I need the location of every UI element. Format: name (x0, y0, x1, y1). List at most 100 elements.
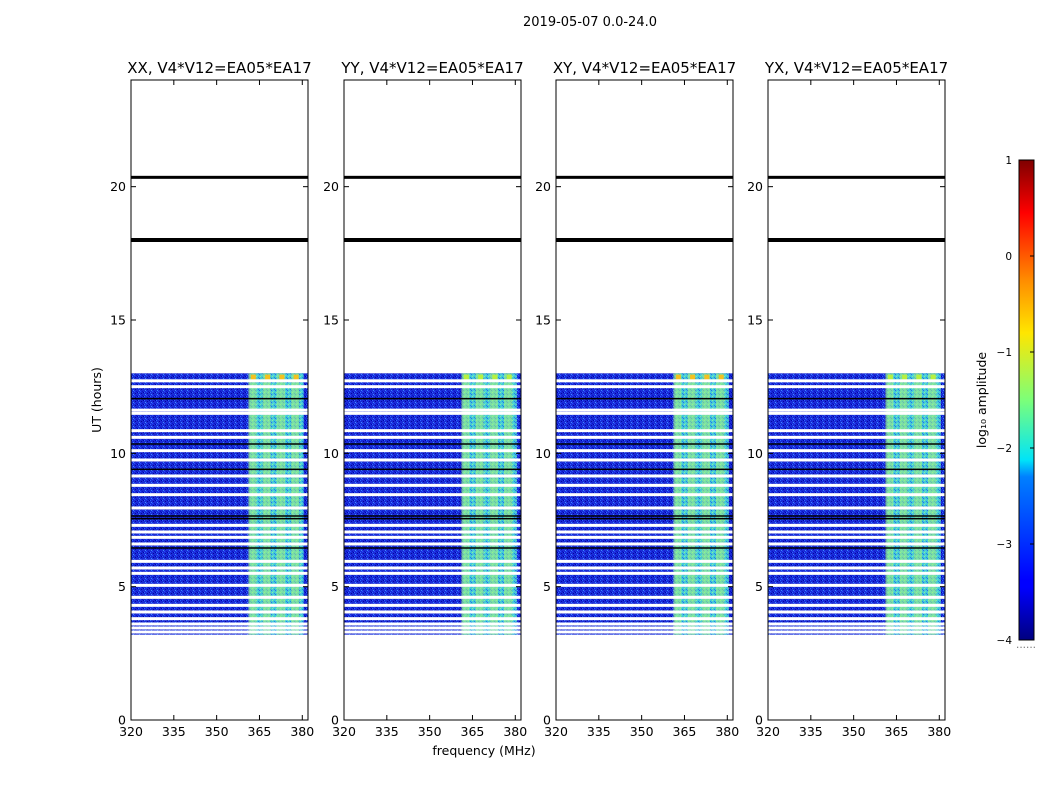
x-tick-label: 335 (587, 724, 611, 739)
colorbar-tick-label: 1 (1005, 155, 1012, 167)
x-tick-label: 380 (290, 724, 314, 739)
y-tick-label: 15 (535, 313, 551, 328)
black-line (556, 397, 733, 400)
white-gap (768, 474, 945, 478)
bright-channel (248, 373, 257, 635)
panel-frame (555, 79, 734, 721)
x-tick-label: 380 (503, 724, 527, 739)
white-gap (556, 535, 733, 539)
white-gap (131, 435, 308, 439)
panel-frame (130, 79, 309, 721)
panel-frame (343, 79, 522, 721)
hot-pixel (506, 374, 512, 380)
black-line (556, 515, 733, 517)
white-gap (768, 571, 945, 575)
white-gap (768, 408, 945, 412)
white-gap (556, 630, 733, 634)
black-line (344, 517, 521, 520)
black-line (556, 238, 733, 242)
white-gap (556, 506, 733, 510)
black-line (768, 515, 945, 517)
hot-pixel (902, 374, 908, 380)
bright-channel (475, 373, 484, 635)
white-gap (768, 626, 945, 630)
white-gap (344, 617, 521, 621)
black-line (768, 238, 945, 242)
y-axis-label: UT (hours) (89, 367, 104, 433)
x-tick-label: 320 (332, 724, 356, 739)
x-tick-label: 365 (885, 724, 909, 739)
white-gap (131, 617, 308, 621)
white-gap (768, 506, 945, 510)
white-gap (556, 474, 733, 478)
white-gap (131, 583, 308, 587)
panel-3: YX, V4*V12=EA05*EA17 320 335 350 365 380 0 5 10 1… (747, 59, 951, 739)
black-line (556, 517, 733, 520)
white-gap (131, 506, 308, 510)
bright-channel (701, 373, 710, 635)
x-tick-label: 320 (119, 724, 143, 739)
white-gap (131, 523, 308, 527)
white-gap (131, 411, 308, 415)
bright-channel (885, 373, 894, 635)
y-tick-label: 20 (535, 179, 551, 194)
y-tick-label: 5 (543, 579, 551, 594)
colorbar-label: log₁₀ amplitude (974, 352, 989, 449)
black-line (131, 443, 308, 445)
x-tick-label: 320 (544, 724, 568, 739)
white-gap (131, 542, 308, 546)
white-gap (131, 449, 308, 453)
y-tick-label: 20 (110, 179, 126, 194)
white-gap (131, 493, 308, 497)
white-gap (768, 535, 945, 539)
white-gap (131, 595, 308, 599)
colorbar-gradient (1018, 159, 1035, 641)
y-tick-label: 5 (331, 579, 339, 594)
white-gap (131, 626, 308, 630)
panel-2: XY, V4*V12=EA05*EA17 320 335 350 365 380 0 5 10 1… (535, 59, 739, 739)
y-tick-label: 10 (747, 446, 763, 461)
white-gap (768, 379, 945, 383)
white-gap (556, 559, 733, 563)
bright-channel (504, 373, 513, 635)
white-gap (344, 535, 521, 539)
hot-pixel (887, 374, 893, 380)
white-gap (768, 429, 945, 433)
hot-pixel (690, 374, 696, 380)
white-gap (344, 603, 521, 607)
black-line (344, 238, 521, 242)
white-gap (768, 595, 945, 599)
colorbar-extend-label: ...... (1016, 639, 1036, 651)
hot-pixel (492, 374, 498, 380)
bright-channel (291, 373, 300, 635)
y-tick-label: 5 (755, 579, 763, 594)
white-gap (344, 483, 521, 487)
white-gap (344, 559, 521, 563)
white-gap (344, 408, 521, 412)
x-tick-label: 350 (842, 724, 866, 739)
white-gap (344, 566, 521, 570)
panel-0: XX, V4*V12=EA05*EA17 320 335 350 365 380 0 5 10 1… (110, 59, 314, 739)
white-gap (556, 385, 733, 389)
white-gap (556, 542, 733, 546)
white-gap (131, 530, 308, 534)
white-gap (344, 523, 521, 527)
y-tick-label: 15 (747, 313, 763, 328)
white-gap (556, 429, 733, 433)
hot-pixel (916, 374, 922, 380)
bright-channel (461, 373, 470, 635)
colorbar-tick-label: −4 (997, 635, 1013, 647)
bright-channel (913, 373, 922, 635)
black-line (131, 468, 308, 471)
y-tick-label: 10 (323, 446, 339, 461)
white-gap (344, 458, 521, 462)
white-gap (556, 408, 733, 412)
y-tick-label: 0 (755, 713, 763, 728)
white-gap (768, 493, 945, 497)
white-gap (344, 626, 521, 630)
colorbar-tick-label: −2 (997, 443, 1012, 455)
white-gap (768, 530, 945, 534)
black-line (344, 515, 521, 517)
white-gap (344, 622, 521, 626)
white-gap (344, 630, 521, 634)
